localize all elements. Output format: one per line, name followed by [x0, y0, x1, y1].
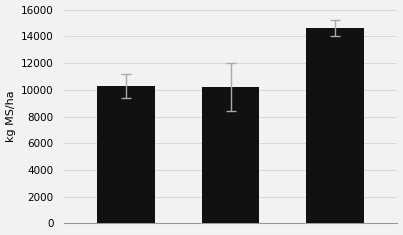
Bar: [202, 87, 259, 223]
Bar: [98, 86, 155, 223]
Y-axis label: kg MS/ha: kg MS/ha: [6, 91, 16, 142]
Bar: [306, 28, 364, 223]
